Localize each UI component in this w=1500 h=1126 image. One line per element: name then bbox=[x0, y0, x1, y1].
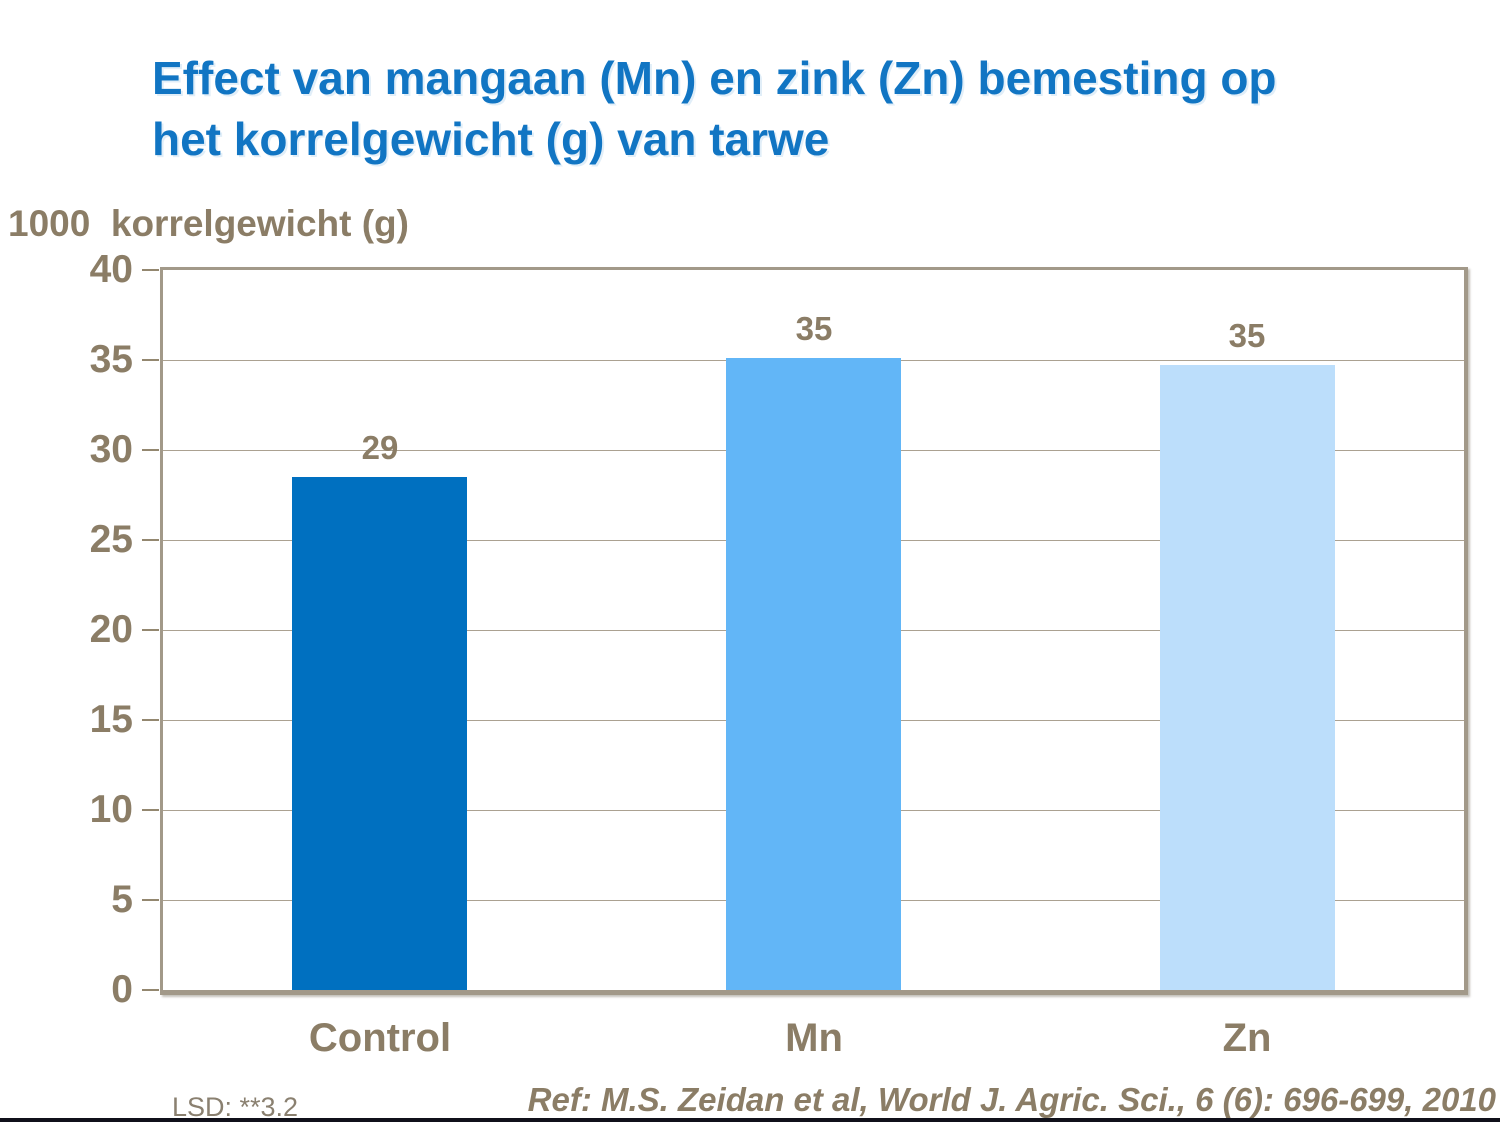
y-tick-label-30: 30 bbox=[89, 428, 133, 471]
y-tick-label-35: 35 bbox=[89, 338, 133, 381]
y-tick-label-40: 40 bbox=[89, 248, 133, 291]
bar-value-label-zn: 35 bbox=[1228, 317, 1266, 354]
y-tick-mark-35 bbox=[142, 359, 159, 361]
lsd-note: LSD: **3.2 bbox=[172, 1092, 299, 1122]
bar-control bbox=[292, 477, 467, 990]
category-label-control: Control bbox=[308, 1016, 452, 1060]
y-tick-label-15: 15 bbox=[89, 698, 133, 741]
footer-rule bbox=[0, 1118, 1500, 1122]
y-tick-mark-30 bbox=[142, 449, 159, 451]
y-tick-mark-25 bbox=[142, 539, 159, 541]
plot-area: 29 35 35 bbox=[160, 267, 1468, 995]
y-tick-mark-0 bbox=[142, 989, 159, 991]
reference-citation: Ref: M.S. Zeidan et al, World J. Agric. … bbox=[527, 1081, 1496, 1118]
category-label-mn: Mn bbox=[785, 1016, 843, 1060]
y-tick-mark-5 bbox=[142, 899, 159, 901]
category-label-zn: Zn bbox=[1222, 1016, 1272, 1060]
chart-title-line2: het korrelgewicht (g) van tarwe bbox=[152, 113, 830, 165]
y-tick-label-20: 20 bbox=[89, 608, 133, 651]
y-axis-title: 1000 korrelgewicht (g) bbox=[8, 203, 409, 244]
bar-value-label-mn: 35 bbox=[795, 310, 833, 347]
bar-value-label-control: 29 bbox=[361, 429, 399, 466]
y-tick-mark-10 bbox=[142, 809, 159, 811]
y-tick-mark-40 bbox=[142, 269, 159, 271]
y-tick-label-0: 0 bbox=[111, 968, 133, 1011]
y-tick-label-5: 5 bbox=[111, 878, 133, 921]
y-tick-label-10: 10 bbox=[89, 788, 133, 831]
bar-zn bbox=[1160, 365, 1335, 990]
y-tick-label-25: 25 bbox=[89, 518, 133, 561]
y-tick-mark-15 bbox=[142, 719, 159, 721]
chart-title-line1: Effect van mangaan (Mn) en zink (Zn) bem… bbox=[152, 52, 1277, 104]
y-tick-mark-20 bbox=[142, 629, 159, 631]
chart-title: Effect van mangaan (Mn) en zink (Zn) bem… bbox=[152, 48, 1432, 170]
bar-mn bbox=[726, 358, 901, 990]
